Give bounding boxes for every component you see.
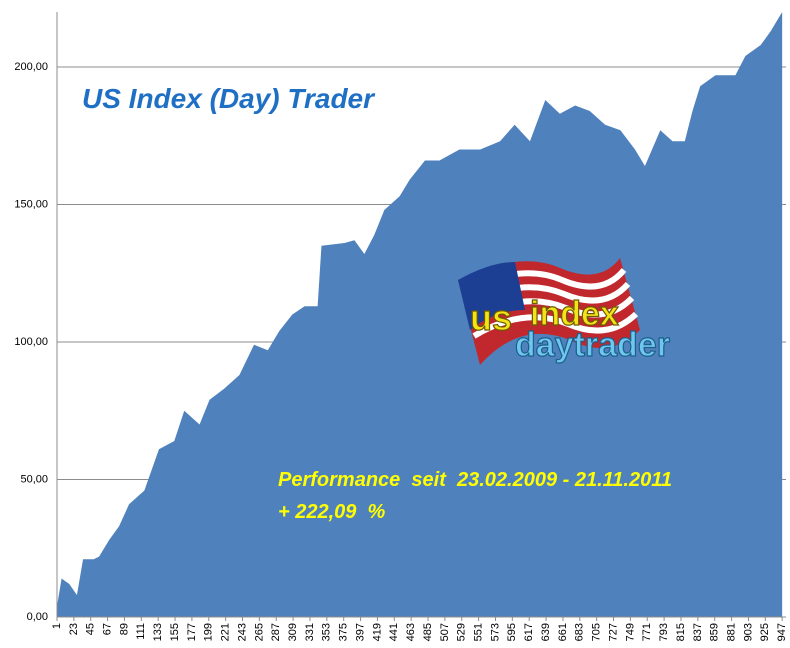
annotation: Performance seit 23.02.2009 - 21.11.2011 bbox=[278, 469, 672, 491]
x-tick-label: 573 bbox=[489, 623, 501, 641]
x-tick-label: 89 bbox=[118, 623, 130, 635]
x-tick-label: 133 bbox=[152, 623, 164, 641]
y-tick-label: 100,00 bbox=[14, 336, 48, 348]
x-tick-label: 441 bbox=[388, 623, 400, 641]
x-tick-label: 331 bbox=[304, 623, 316, 641]
x-tick-label: 199 bbox=[203, 623, 215, 641]
chart-title: US Index (Day) Trader bbox=[82, 83, 376, 114]
x-tick-label: 1 bbox=[51, 623, 63, 629]
plot-area: 0,00 50,00 100,00 150,00 200,00 1 23 45 67 89 111 1… bbox=[14, 12, 788, 641]
x-tick-label: 507 bbox=[439, 623, 451, 641]
x-tick-label: 903 bbox=[742, 623, 754, 641]
logo-text: us bbox=[470, 297, 512, 338]
y-tick-label: 200,00 bbox=[14, 61, 48, 73]
x-tick-label: 287 bbox=[270, 623, 282, 641]
x-tick-label: 793 bbox=[658, 623, 670, 641]
flag-canton bbox=[458, 262, 525, 330]
logo: us index daytrader bbox=[458, 258, 671, 365]
flag-stripes bbox=[460, 268, 639, 339]
logo-text: daytrader bbox=[515, 326, 670, 364]
x-tick-label: 67 bbox=[101, 623, 113, 635]
x-tick-label: 155 bbox=[169, 623, 181, 641]
x-tick-label: 419 bbox=[371, 623, 383, 641]
x-tick-label: 815 bbox=[675, 623, 687, 641]
x-tick-label: 859 bbox=[709, 623, 721, 641]
x-tick-label: 683 bbox=[574, 623, 586, 641]
x-tick-label: 551 bbox=[473, 623, 485, 641]
annotation: + 222,09 % bbox=[278, 501, 386, 523]
x-tick-label: 485 bbox=[422, 623, 434, 641]
x-tick-label: 639 bbox=[540, 623, 552, 641]
x-tick-label: 595 bbox=[506, 623, 518, 641]
x-tick-label: 925 bbox=[759, 623, 771, 641]
x-tick-label: 397 bbox=[354, 623, 366, 641]
x-tick-label: 23 bbox=[68, 623, 80, 635]
x-tick-label: 265 bbox=[253, 623, 265, 641]
x-tick-label: 45 bbox=[85, 623, 97, 635]
x-tick-label: 947 bbox=[776, 623, 788, 641]
x-tick-label: 221 bbox=[220, 623, 232, 641]
x-tick-label: 771 bbox=[641, 623, 653, 641]
x-tick-label: 881 bbox=[725, 623, 737, 641]
x-tick-label: 837 bbox=[692, 623, 704, 641]
x-tick-label: 353 bbox=[321, 623, 333, 641]
x-tick-label: 727 bbox=[607, 623, 619, 641]
x-tick-label: 661 bbox=[557, 623, 569, 641]
x-tick-label: 749 bbox=[624, 623, 636, 641]
y-tick-label: 150,00 bbox=[14, 198, 48, 210]
x-tick-label: 617 bbox=[523, 623, 535, 641]
logo-text: index bbox=[530, 295, 619, 333]
x-tick-label: 375 bbox=[338, 623, 350, 641]
x-tick-label: 463 bbox=[405, 623, 417, 641]
x-tick-label: 177 bbox=[186, 623, 198, 641]
y-tick-label: 50,00 bbox=[20, 473, 48, 485]
y-tick-label: 0,00 bbox=[27, 611, 48, 623]
x-tick-label: 705 bbox=[591, 623, 603, 641]
x-tick-label: 111 bbox=[135, 623, 147, 640]
area bbox=[57, 12, 783, 617]
x-tick-label: 243 bbox=[236, 623, 248, 641]
x-tick-label: 529 bbox=[456, 623, 468, 641]
x-tick-label: 309 bbox=[287, 623, 299, 641]
